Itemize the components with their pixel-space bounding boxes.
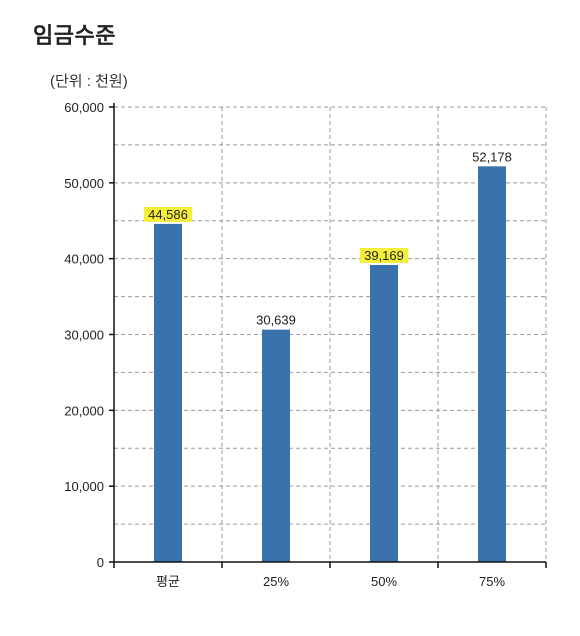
value-label-highlight xyxy=(143,206,193,222)
x-tick-label: 75% xyxy=(479,574,505,589)
value-label: 39,169 xyxy=(364,248,404,263)
x-tick-label: 50% xyxy=(371,574,397,589)
y-tick-label: 40,000 xyxy=(64,252,104,267)
bar-0 xyxy=(154,223,182,562)
bar-1 xyxy=(262,329,290,562)
value-label-highlight xyxy=(359,247,409,263)
bar-3 xyxy=(478,166,506,562)
unit-label: (단위 : 천원) xyxy=(50,73,128,90)
y-tick-label: 60,000 xyxy=(64,100,104,115)
bar-2 xyxy=(370,264,398,562)
value-label: 30,639 xyxy=(256,313,296,328)
y-tick-label: 10,000 xyxy=(64,479,104,494)
value-label: 44,586 xyxy=(148,207,188,222)
y-tick-label: 30,000 xyxy=(64,328,104,343)
value-label: 52,178 xyxy=(472,149,512,164)
y-tick-label: 20,000 xyxy=(64,403,104,418)
y-tick-label: 50,000 xyxy=(64,176,104,191)
x-tick-label: 25% xyxy=(263,574,289,589)
chart-title: 임금수준 xyxy=(33,23,116,48)
y-tick-label: 0 xyxy=(97,555,104,570)
x-tick-label: 평균 xyxy=(156,574,180,589)
